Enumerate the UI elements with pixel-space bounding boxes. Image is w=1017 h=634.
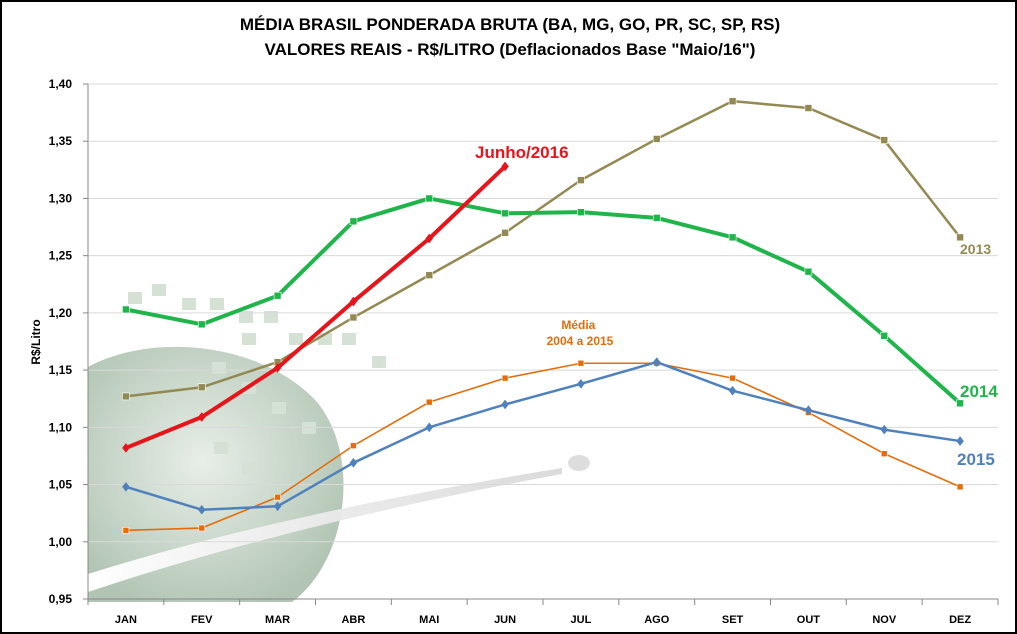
data-point <box>197 412 206 422</box>
series-label-2014: 2014 <box>960 382 998 401</box>
background-decoration <box>88 284 590 602</box>
data-point <box>880 331 889 340</box>
data-point <box>880 450 888 457</box>
x-tick-label: JUN <box>494 614 516 626</box>
data-point <box>273 291 282 300</box>
data-point <box>425 422 434 433</box>
data-point <box>425 398 433 406</box>
data-point <box>880 424 889 435</box>
x-tick-label: JUL <box>571 614 592 626</box>
data-point <box>198 524 206 532</box>
data-point <box>956 483 964 491</box>
data-point <box>273 362 282 373</box>
data-point <box>728 97 737 105</box>
series-m-dia-2004-a-2015-line <box>125 362 961 532</box>
series-2014-line <box>125 196 962 405</box>
data-point <box>122 481 130 492</box>
data-point <box>652 214 661 222</box>
data-point <box>577 176 585 184</box>
data-point <box>349 296 358 307</box>
series-2015 <box>122 357 964 515</box>
data-point <box>577 208 585 216</box>
y-tick-label: 1,35 <box>49 134 73 148</box>
data-point <box>274 493 281 501</box>
data-point <box>652 135 661 143</box>
series-label-media-line1: Média <box>561 318 595 332</box>
y-tick-label: 1,40 <box>49 77 73 91</box>
x-tick-label: FEV <box>191 614 213 626</box>
data-point <box>729 374 736 382</box>
series-label-media: Média 2004 a 2015 <box>547 318 614 348</box>
data-point <box>956 233 964 242</box>
data-point <box>122 443 130 453</box>
x-tick-label: ABR <box>341 614 365 626</box>
x-tick-label: MAI <box>419 614 439 626</box>
x-tick-label: NOV <box>872 614 897 626</box>
data-point <box>501 399 509 410</box>
y-tick-label: 1,30 <box>49 191 73 205</box>
data-point <box>349 313 358 322</box>
y-tick-label: 1,25 <box>49 249 73 263</box>
x-tick-label: JAN <box>115 614 137 626</box>
data-point <box>501 228 509 237</box>
chart-subtitle: VALORES REAIS - R$/LITRO (Deflacionados … <box>265 40 756 59</box>
series <box>122 97 964 534</box>
y-tick-label: 1,20 <box>49 306 73 320</box>
axes <box>83 83 999 605</box>
data-point <box>122 392 130 401</box>
x-tick-label: OUT <box>797 614 821 626</box>
y-tick-label: 1,00 <box>49 535 73 549</box>
data-point <box>425 194 434 203</box>
data-point <box>425 233 434 244</box>
y-tick-label: 1,15 <box>49 363 73 377</box>
data-point <box>804 104 813 112</box>
x-tick-label: AGO <box>644 614 670 626</box>
series-label-2013: 2013 <box>960 241 991 257</box>
x-tick-label: MAR <box>265 614 290 626</box>
data-point <box>349 217 358 226</box>
data-point <box>804 405 813 416</box>
series-junho-2016 <box>122 161 509 453</box>
series-label-media-line2: 2004 a 2015 <box>547 334 614 348</box>
y-tick-label: 1,10 <box>49 420 73 434</box>
data-point <box>122 527 130 534</box>
series-2013 <box>122 97 964 401</box>
series-label-junho-2016: Junho/2016 <box>475 143 569 162</box>
data-point <box>880 136 889 144</box>
data-point <box>728 385 737 396</box>
data-point <box>501 161 509 172</box>
series-m-dia-2004-a-2015 <box>122 359 964 534</box>
data-point <box>501 374 509 382</box>
data-point <box>425 271 434 279</box>
data-point <box>197 504 206 515</box>
y-tick-label: 0,95 <box>49 592 73 606</box>
data-point <box>804 267 813 276</box>
series-2014 <box>122 194 964 408</box>
data-point <box>956 399 964 408</box>
data-point <box>652 357 661 368</box>
data-point <box>349 457 358 468</box>
data-point <box>197 383 206 392</box>
y-axis-label: R$/Litro <box>29 319 43 364</box>
data-point <box>501 209 509 218</box>
tick-labels: 0,95 1,00 1,05 1,10 1,15 1,20 1,25 1,30 1,35 1,40… <box>49 77 972 626</box>
series-junho-2016-line <box>125 164 507 450</box>
chart-title: MÉDIA BRASIL PONDERADA BRUTA (BA, MG, GO… <box>240 15 780 34</box>
data-point <box>350 442 357 449</box>
data-point <box>577 378 585 389</box>
series-2013-line <box>125 99 962 398</box>
data-point <box>273 501 282 512</box>
x-tick-label: DEZ <box>949 614 971 626</box>
data-point <box>728 233 737 242</box>
y-tick-label: 1,05 <box>49 478 73 492</box>
series-2015-line <box>125 360 961 511</box>
data-point <box>577 359 585 367</box>
x-tick-label: SET <box>722 614 744 626</box>
data-point <box>197 320 206 329</box>
data-point <box>122 305 130 314</box>
series-label-2015: 2015 <box>957 450 995 469</box>
data-point <box>956 436 964 446</box>
